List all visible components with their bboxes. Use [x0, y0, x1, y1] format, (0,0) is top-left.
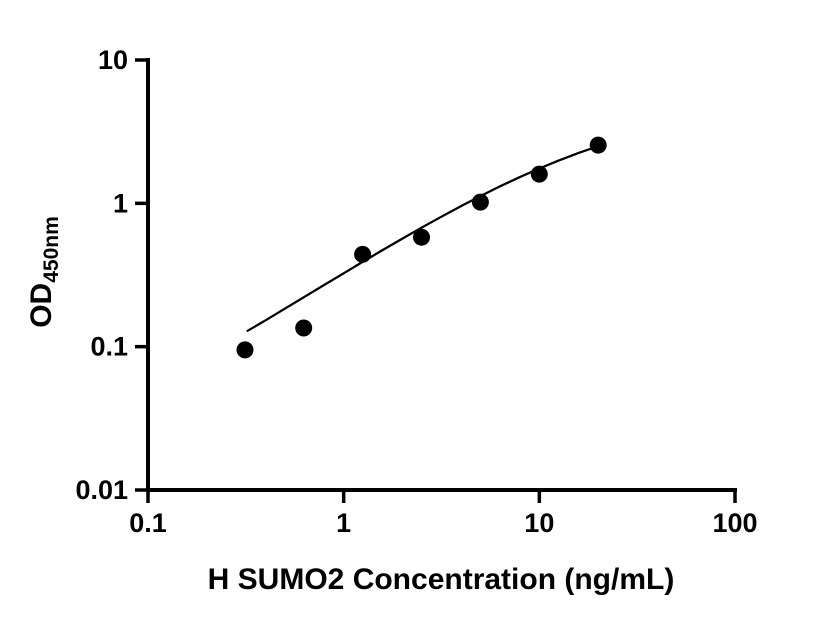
data-point	[354, 245, 372, 263]
data-point	[471, 193, 489, 211]
x-tick-label: 100	[712, 508, 757, 538]
x-tick-label: 0.1	[129, 508, 167, 538]
data-point	[236, 341, 254, 359]
y-axis-title: OD450nm	[25, 216, 63, 328]
x-tick-label: 1	[336, 508, 351, 538]
y-tick-label: 0.1	[90, 332, 128, 362]
data-point	[530, 165, 548, 183]
data-point	[413, 228, 430, 246]
data-point	[295, 319, 313, 337]
y-tick-label: 10	[98, 45, 128, 75]
data-point	[589, 136, 607, 154]
y-axis-title-subscript: 450nm	[40, 216, 63, 283]
y-axis-title-main: OD	[25, 282, 58, 328]
x-tick-label: 10	[524, 508, 554, 538]
y-tick-label: 1	[113, 188, 128, 218]
y-tick-label: 0.01	[75, 475, 128, 505]
x-axis-title: H SUMO2 Concentration (ng/mL)	[207, 563, 675, 596]
